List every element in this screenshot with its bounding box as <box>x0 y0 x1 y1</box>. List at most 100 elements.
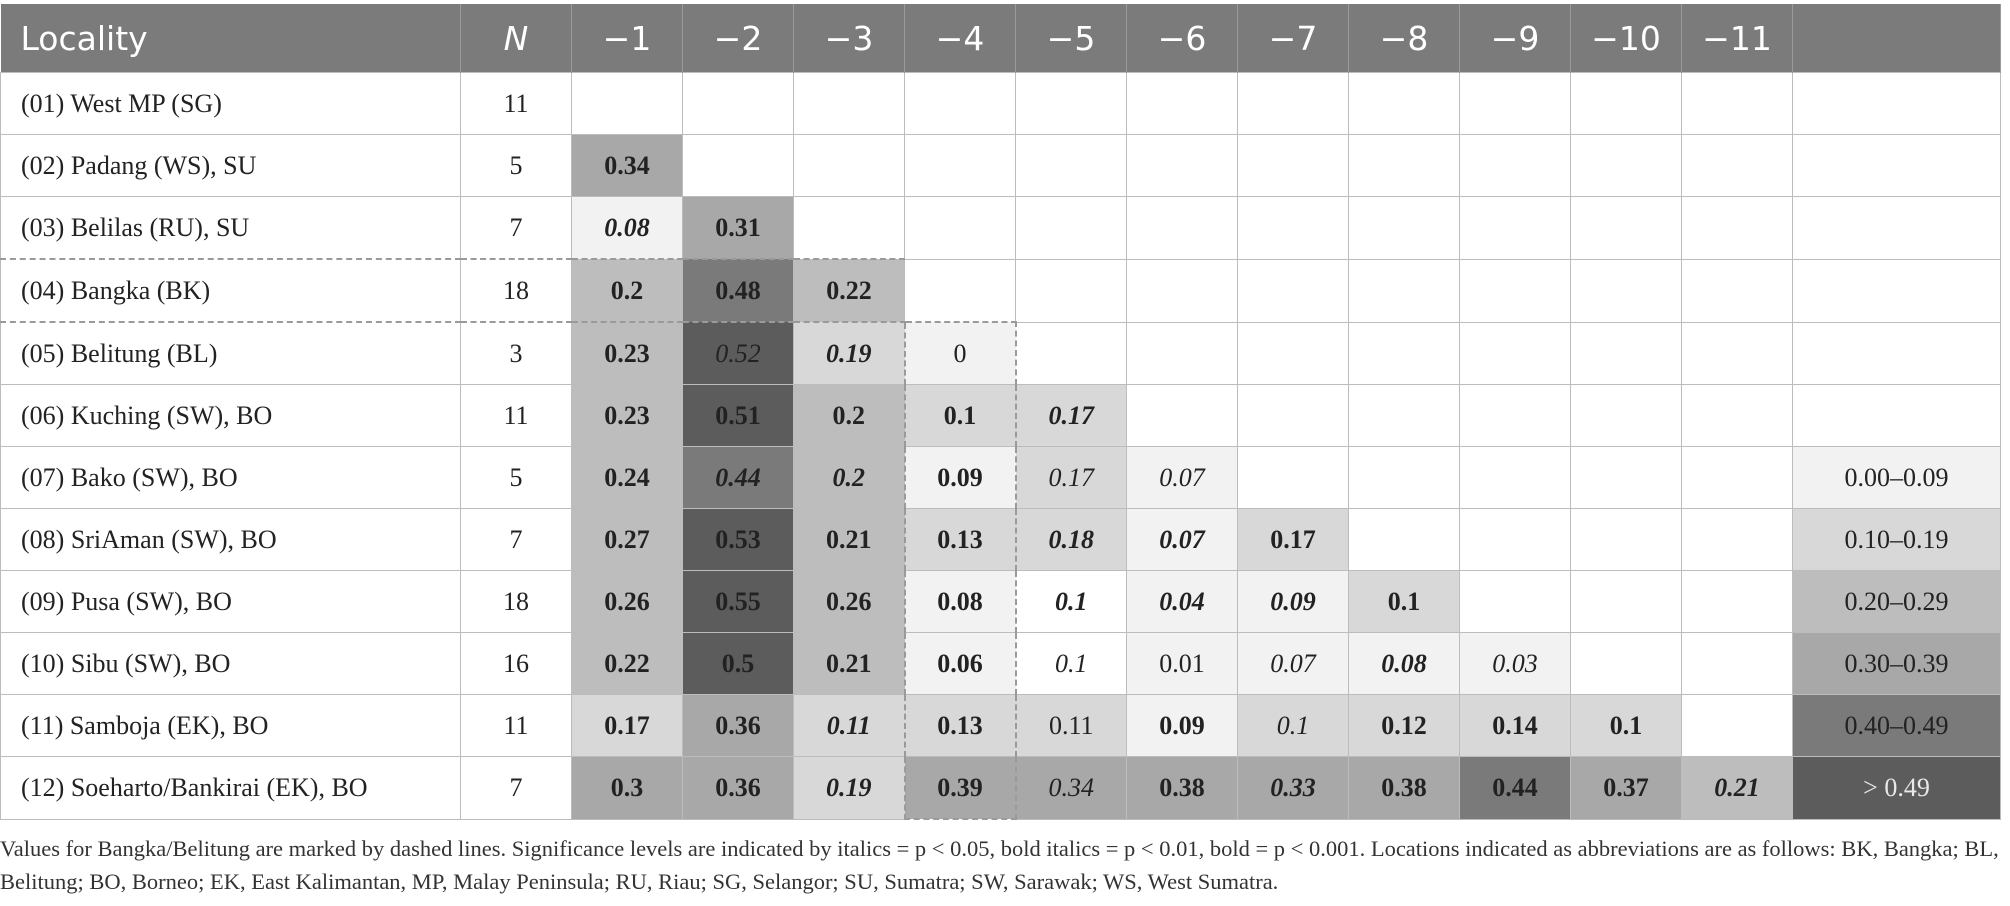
n-cell: 11 <box>460 72 572 135</box>
value-cell: 0.2 <box>571 258 683 323</box>
value-cell: 0.09 <box>1126 694 1238 757</box>
empty-cell <box>1681 384 1793 447</box>
empty-cell <box>1681 258 1793 323</box>
value-cell: 0.1 <box>1348 570 1460 633</box>
table-row: (06) Kuching (SW), BO 11 0.23 0.51 0.2 0.1 0.1… <box>0 384 2001 447</box>
value-cell: 0.27 <box>571 508 683 571</box>
header-col-10: −10 <box>1570 4 1682 73</box>
empty-cell <box>1237 196 1349 260</box>
empty-cell <box>1681 72 1793 135</box>
value-cell: 0.07 <box>1126 508 1238 571</box>
empty-cell <box>1348 72 1460 135</box>
locality-cell: (08) SriAman (SW), BO <box>0 508 461 571</box>
empty-cell <box>1015 72 1127 135</box>
value-cell: 0.08 <box>1348 632 1460 695</box>
header-legend <box>1792 4 2001 73</box>
value-cell: 0.1 <box>1015 632 1127 695</box>
empty-cell <box>1015 134 1127 197</box>
value-cell: 0.53 <box>682 508 794 571</box>
n-cell: 7 <box>460 196 572 260</box>
empty-cell <box>904 196 1016 260</box>
table-footnote: Values for Bangka/Belitung are marked by… <box>0 836 1999 894</box>
value-cell: 0.34 <box>571 134 683 197</box>
value-cell: 0.17 <box>571 694 683 757</box>
value-cell: 0.31 <box>682 196 794 260</box>
empty-cell <box>1570 508 1682 571</box>
header-col-7: −7 <box>1237 4 1349 73</box>
legend-swatch: 0.20–0.29 <box>1792 570 2001 633</box>
value-cell: 0.26 <box>571 570 683 633</box>
empty-cell <box>1459 570 1571 633</box>
empty-cell <box>1348 446 1460 509</box>
legend-swatch: 0.30–0.39 <box>1792 632 2001 695</box>
table-row: (11) Samboja (EK), BO 11 0.17 0.36 0.11 0.13 0… <box>0 694 2001 757</box>
table-row: (12) Soeharto/Bankirai (EK), BO 7 0.3 0.36 0… <box>0 756 2001 820</box>
empty-cell <box>1459 321 1571 385</box>
n-cell: 5 <box>460 134 572 197</box>
header-locality: Locality <box>0 4 461 73</box>
value-cell: 0.33 <box>1237 756 1349 820</box>
empty-cell <box>1570 258 1682 323</box>
empty-cell <box>1348 196 1460 260</box>
value-cell: 0.1 <box>1237 694 1349 757</box>
empty-cell <box>1459 134 1571 197</box>
empty-cell <box>1015 258 1127 323</box>
empty-cell <box>1237 134 1349 197</box>
legend-empty-cell <box>1792 321 2001 385</box>
value-cell: 0.38 <box>1126 756 1238 820</box>
value-cell: 0 <box>903 321 1017 385</box>
legend-swatch: > 0.49 <box>1792 756 2001 820</box>
table-row: (02) Padang (WS), SU 5 0.34 <box>0 134 2001 197</box>
empty-cell <box>1459 508 1571 571</box>
value-cell: 0.37 <box>1570 756 1682 820</box>
locality-cell: (10) Sibu (SW), BO <box>0 632 461 695</box>
header-col-6: −6 <box>1126 4 1238 73</box>
legend-swatch: 0.00–0.09 <box>1792 446 2001 509</box>
empty-cell <box>1681 632 1793 695</box>
value-cell: 0.11 <box>793 694 905 757</box>
table-row: (09) Pusa (SW), BO 18 0.26 0.55 0.26 0.08 0.1 0… <box>0 570 2001 633</box>
value-cell: 0.2 <box>793 446 905 509</box>
empty-cell <box>1570 321 1682 385</box>
header-col-2: −2 <box>682 4 794 73</box>
value-cell: 0.21 <box>793 508 905 571</box>
table-row: (08) SriAman (SW), BO 7 0.27 0.53 0.21 0.13 0.… <box>0 508 2001 571</box>
value-cell: 0.06 <box>903 632 1017 695</box>
value-cell: 0.22 <box>793 258 905 323</box>
value-cell: 0.14 <box>1459 694 1571 757</box>
table-row: (04) Bangka (BK) 18 0.2 0.48 0.22 <box>0 258 2001 323</box>
n-cell: 18 <box>460 570 572 633</box>
value-cell: 0.23 <box>571 384 683 447</box>
empty-cell <box>682 134 794 197</box>
value-cell: 0.03 <box>1459 632 1571 695</box>
value-cell: 0.22 <box>571 632 683 695</box>
empty-cell <box>1237 72 1349 135</box>
empty-cell <box>1681 446 1793 509</box>
empty-cell <box>1348 384 1460 447</box>
empty-cell <box>1126 72 1238 135</box>
legend-swatch: 0.40–0.49 <box>1792 694 2001 757</box>
value-cell: 0.09 <box>1237 570 1349 633</box>
value-cell: 0.19 <box>793 321 905 385</box>
value-cell: 0.07 <box>1237 632 1349 695</box>
empty-cell <box>1570 196 1682 260</box>
empty-cell <box>904 258 1016 323</box>
header-col-9: −9 <box>1459 4 1571 73</box>
value-cell: 0.44 <box>1459 756 1571 820</box>
empty-cell <box>1348 508 1460 571</box>
empty-cell <box>1681 196 1793 260</box>
empty-cell <box>793 72 905 135</box>
empty-cell <box>1681 134 1793 197</box>
value-cell: 0.08 <box>571 196 683 260</box>
empty-cell <box>571 72 683 135</box>
n-cell: 18 <box>460 258 572 323</box>
empty-cell <box>1126 258 1238 323</box>
empty-cell <box>1681 694 1793 757</box>
empty-cell <box>1570 384 1682 447</box>
header-col-4: −4 <box>904 4 1016 73</box>
header-col-1: −1 <box>571 4 683 73</box>
empty-cell <box>1015 321 1127 385</box>
value-cell: 0.08 <box>903 570 1017 633</box>
value-cell: 0.04 <box>1126 570 1238 633</box>
value-cell: 0.17 <box>1015 384 1127 447</box>
